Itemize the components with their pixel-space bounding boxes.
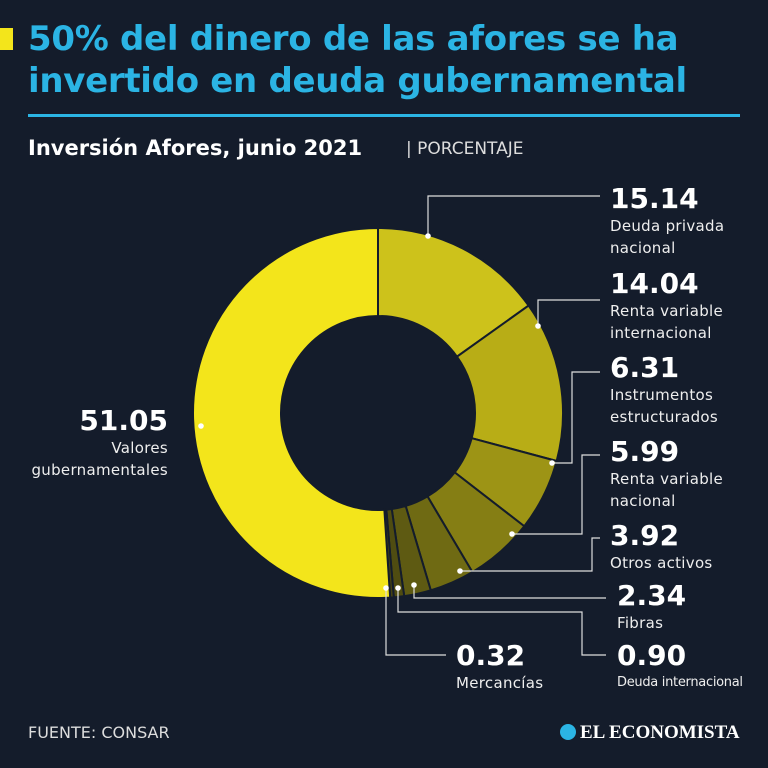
leader-line xyxy=(413,585,606,599)
value-label: 51.05 xyxy=(79,404,168,437)
category-label: Deuda internacional xyxy=(617,675,743,690)
leader-dot xyxy=(509,531,515,537)
leader-line xyxy=(397,588,606,656)
category-label: Otros activos xyxy=(610,554,713,572)
chart-subtitle: | PORCENTAJE xyxy=(406,139,524,159)
category-label: Fibras xyxy=(617,614,664,632)
data-label: 15.14 Deuda privada nacional xyxy=(610,183,740,259)
leader-dot xyxy=(457,568,463,574)
title-rule xyxy=(28,114,740,117)
value-label: 0.90 xyxy=(617,639,687,672)
leader-line xyxy=(537,299,600,326)
leader-dot xyxy=(535,323,541,329)
leader-line xyxy=(460,537,600,572)
data-label: 3.92 Otros activos xyxy=(610,520,740,574)
page-title: 50% del dinero de las afores se ha inver… xyxy=(28,19,687,101)
category-label: Mercancías xyxy=(456,674,544,692)
leader-dot xyxy=(198,423,204,429)
value-label: 6.31 xyxy=(610,351,680,384)
chart-title: Inversión Afores, junio 2021 xyxy=(28,136,363,160)
category-label: Renta variable nacional xyxy=(610,470,724,510)
accent-bar xyxy=(0,28,13,50)
data-label: 14.04 Renta variable internacional xyxy=(610,268,740,344)
leader-line xyxy=(552,371,600,464)
leader-dot xyxy=(383,585,389,591)
leader-line xyxy=(385,588,446,656)
category-label: Renta variable internacional xyxy=(610,302,724,342)
value-label: 2.34 xyxy=(617,579,687,612)
data-label: 0.32 Mercancías xyxy=(456,640,586,694)
leader-dot xyxy=(549,460,555,466)
leader-line xyxy=(427,195,600,236)
value-label: 3.92 xyxy=(610,519,680,552)
category-label: Valores gubernamentales xyxy=(31,439,168,479)
data-label: 51.05 Valores gubernamentales xyxy=(20,405,168,481)
value-label: 15.14 xyxy=(610,182,699,215)
value-label: 0.32 xyxy=(456,639,526,672)
value-label: 14.04 xyxy=(610,267,699,300)
data-label: 6.31 Instrumentos estructurados xyxy=(610,352,740,428)
data-label: 5.99 Renta variable nacional xyxy=(610,436,740,512)
value-label: 5.99 xyxy=(610,435,680,468)
category-label: Instrumentos estructurados xyxy=(610,386,719,426)
category-label: Deuda privada nacional xyxy=(610,217,725,257)
donut-slice xyxy=(191,226,392,599)
leader-dot xyxy=(411,582,417,588)
leader-line xyxy=(512,454,600,535)
brand: EL ECONOMISTA xyxy=(580,722,740,743)
leader-dot xyxy=(425,233,431,239)
data-label: 0.90 Deuda internacional xyxy=(617,640,767,694)
source: FUENTE: CONSAR xyxy=(28,723,170,742)
logo-icon xyxy=(560,724,576,740)
data-label: 2.34 Fibras xyxy=(617,580,747,634)
leader-dot xyxy=(395,585,401,591)
